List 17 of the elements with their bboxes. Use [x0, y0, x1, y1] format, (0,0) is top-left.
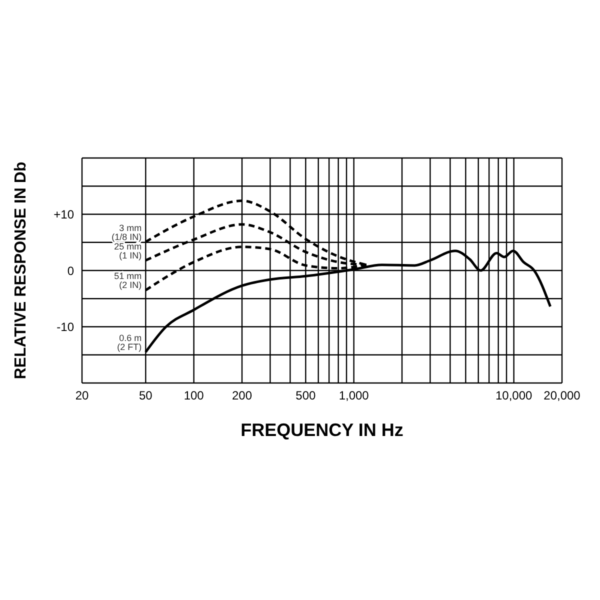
x-tick-label: 20,000 — [544, 388, 581, 403]
x-tick-label: 20 — [75, 388, 89, 403]
x-tick-label: 50 — [138, 388, 153, 403]
y-tick-label: -10 — [56, 320, 74, 334]
x-tick-label: 200 — [232, 388, 252, 403]
x-tick-label: 1,000 — [338, 388, 370, 403]
y-axis-title: RELATIVE RESPONSE IN Db — [12, 162, 30, 380]
series-label: 25 mm (1 IN) — [114, 241, 142, 260]
series-label: 3 mm (1/8 IN) — [112, 222, 142, 242]
series-label: 0.6 m (2 FT) — [117, 333, 142, 352]
y-tick-label: +10 — [54, 208, 74, 222]
series-label: 51 mm (2 IN) — [114, 271, 142, 290]
y-tick-label: 0 — [67, 264, 74, 278]
x-axis-title: FREQUENCY IN Hz — [240, 420, 404, 440]
x-tick-label: 100 — [184, 388, 204, 403]
x-tick-label: 10,000 — [495, 388, 533, 403]
x-tick-label: 500 — [296, 388, 316, 403]
